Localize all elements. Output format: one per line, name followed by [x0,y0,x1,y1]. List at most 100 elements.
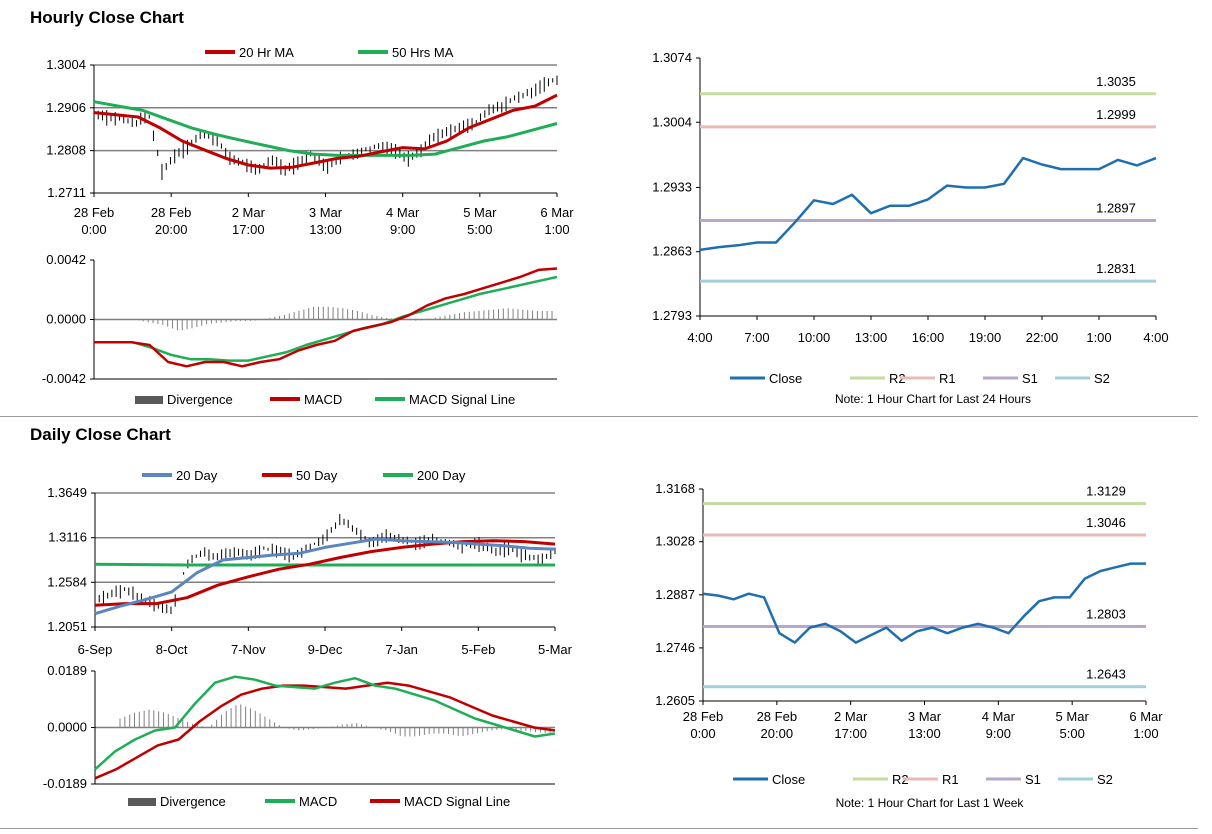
legend-label: R1 [942,772,959,787]
legend-label: 200 Day [417,468,466,483]
ma200-line [94,562,555,567]
y-tick-label: 0.0189 [47,663,87,678]
y-tick-label: 1.2711 [47,185,86,200]
x-tick-label: 4:00 [1143,330,1168,345]
x-tick-label: 4 Mar [386,205,420,220]
legend-label: 20 Hr MA [239,45,294,60]
macd-signal-line [94,275,558,362]
legend-label: 50 Day [296,468,338,483]
close-line [699,156,1157,252]
y-tick-label: -0.0042 [42,371,86,386]
x-tick-label: 7-Nov [231,642,266,657]
chart-note: Note: 1 Hour Chart for Last 1 Week [836,796,1025,810]
y-tick-label: 1.2746 [655,640,695,655]
legend-label: R1 [939,371,956,386]
bottom-divider [0,828,1198,829]
x-tick-label: 5 Mar [1056,709,1090,724]
x-tick-label: 9:00 [986,726,1011,741]
legend-label: S2 [1097,772,1113,787]
daily-section-title: Daily Close Chart [30,425,171,444]
x-tick-label: 5:00 [1060,726,1085,741]
x-tick-label: 28 Feb [757,709,797,724]
y-tick-label: 1.2793 [652,308,692,323]
y-tick-label: 1.2887 [655,587,695,602]
legend-swatch [128,798,156,806]
legend-label: 20 Day [176,468,218,483]
hourly-macd-chart: 0.0042 0.0000 -0.0042 Divergence MACD MACD Si… [42,252,558,407]
y-tick-label: 1.2051 [47,619,87,634]
daily-macd-chart: 0.0189 0.0000 -0.0189 Divergence MACD MACD Si… [43,663,556,809]
x-tick-label: 20:00 [761,726,794,741]
x-tick-label: 28 Feb [151,205,191,220]
x-tick-label: 3 Mar [908,709,942,724]
y-tick-label: 1.2584 [47,574,87,589]
x-tick-label: 19:00 [969,330,1002,345]
y-tick-label: 1.2933 [652,179,692,194]
x-tick-label: 6 Mar [540,205,574,220]
x-tick-label: 20:00 [155,222,188,237]
x-tick-label: 1:00 [544,222,569,237]
x-tick-label: 6-Sep [78,642,113,657]
x-tick-label: 5:00 [467,222,492,237]
level-label: 1.3035 [1096,74,1136,89]
x-tick-label: 4 Mar [982,709,1016,724]
x-tick-label: 16:00 [912,330,945,345]
x-tick-label: 17:00 [834,726,867,741]
level-label: 1.2897 [1096,201,1136,216]
level-label: 1.2999 [1096,107,1136,122]
daily-price-chart: 20 Day 50 Day 200 Day 1.3649 1.3116 1.2584 1.2… [47,468,573,657]
legend-label: S2 [1094,371,1110,386]
legend-label: 50 Hrs MA [392,45,454,60]
x-tick-label: 9-Dec [308,642,343,657]
y-tick-label: 1.2605 [655,693,695,708]
x-tick-label: 13:00 [309,222,342,237]
x-tick-label: 0:00 [690,726,715,741]
legend-label: Close [769,371,802,386]
x-tick-label: 4:00 [687,330,712,345]
macd-line [94,675,556,771]
y-tick-label: 0.0042 [46,252,86,267]
legend-swatch [135,396,163,404]
macd-line [94,267,558,368]
x-tick-label: 7-Jan [385,642,418,657]
x-tick-label: 9:00 [390,222,415,237]
close-line [702,562,1146,644]
level-label: 1.2803 [1086,606,1126,621]
x-tick-label: 5-Feb [461,642,495,657]
y-tick-label: 1.3004 [46,57,86,72]
x-tick-label: 5 Mar [463,205,497,220]
legend-label: R2 [889,371,906,386]
legend-label: R2 [892,772,909,787]
level-label: 1.3129 [1086,484,1126,499]
y-tick-label: 1.3168 [655,481,695,496]
x-tick-label: 8-Oct [156,642,188,657]
x-tick-label: 1:00 [1133,726,1158,741]
x-tick-label: 2 Mar [232,205,266,220]
y-tick-label: 1.2906 [46,100,86,115]
y-tick-label: 1.3004 [652,114,692,129]
level-label: 1.2643 [1086,667,1126,682]
y-tick-label: 1.2863 [652,244,692,259]
x-tick-label: 7:00 [744,330,769,345]
y-tick-label: 1.3649 [47,485,87,500]
x-tick-label: 6 Mar [1129,709,1163,724]
legend-label: MACD Signal Line [404,794,510,809]
x-tick-label: 10:00 [798,330,831,345]
x-tick-label: 0:00 [81,222,106,237]
legend-label: S1 [1025,772,1041,787]
x-tick-label: 28 Feb [683,709,723,724]
legend-label: MACD [304,392,342,407]
x-tick-label: 17:00 [232,222,265,237]
level-label: 1.3046 [1086,515,1126,530]
y-tick-label: 1.2808 [46,143,86,158]
weekly-close-levels-chart: 1.3168 1.3028 1.2887 1.2746 1.2605 1.3129 1.30… [655,481,1163,810]
legend-label: Divergence [167,392,233,407]
y-tick-label: 0.0000 [46,312,86,327]
x-tick-label: 13:00 [855,330,888,345]
x-tick-label: 3 Mar [309,205,343,220]
legend-label: Divergence [160,794,226,809]
level-label: 1.2831 [1096,261,1136,276]
x-tick-label: 5-Mar [538,642,573,657]
hourly-close-levels-chart: 1.3074 1.3004 1.2933 1.2863 1.2793 1.3035 1.29… [652,50,1168,406]
y-tick-label: -0.0189 [43,776,87,791]
